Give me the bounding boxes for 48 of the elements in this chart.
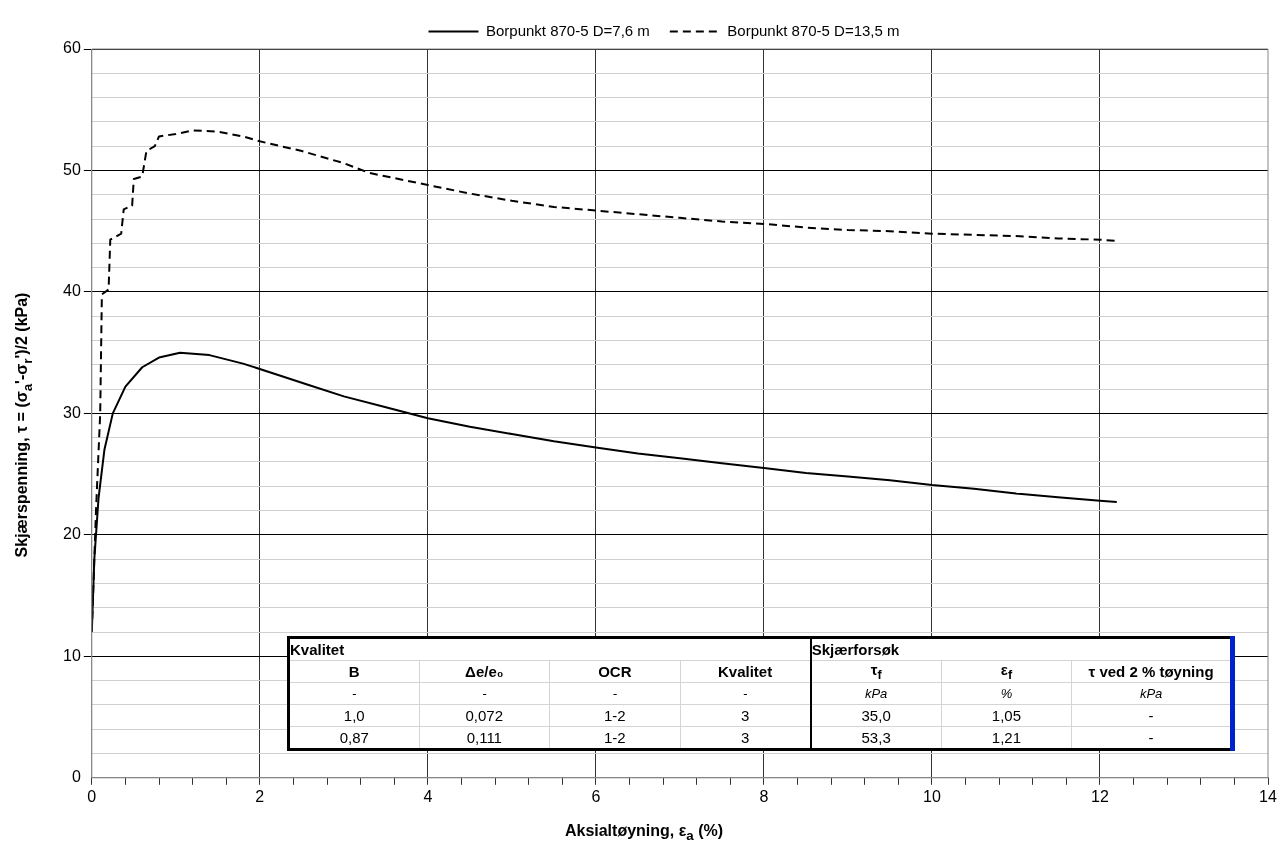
annotation: % bbox=[941, 682, 1072, 705]
y-tick-label: 20 bbox=[63, 525, 81, 543]
annotation: - bbox=[288, 682, 420, 705]
x-tick-label: 12 bbox=[1091, 787, 1109, 805]
x-tick-label: 14 bbox=[1259, 787, 1277, 805]
x-tick-label: 2 bbox=[255, 787, 265, 805]
x-tick-label: 0 bbox=[87, 787, 97, 805]
annotation: 1,05 bbox=[941, 704, 1072, 727]
legend-label: Borpunkt 870-5 D=7,6 m bbox=[485, 21, 650, 39]
annotation: τ ved 2 % tøyning bbox=[1071, 660, 1233, 683]
annotation: 0,111 bbox=[419, 726, 550, 750]
annotation: 1-2 bbox=[549, 704, 681, 727]
x-tick-label: 4 bbox=[423, 787, 433, 805]
x-axis-title: Aksialtøyning, ε$_{a}$ (%) bbox=[563, 822, 725, 844]
y-tick-label: 50 bbox=[63, 160, 81, 178]
y-tick-label: 60 bbox=[63, 39, 81, 57]
annotation: - bbox=[549, 682, 681, 705]
annotation: - bbox=[1071, 726, 1233, 750]
annotation: - bbox=[680, 682, 811, 705]
y-tick-label: 40 bbox=[63, 282, 81, 300]
annotation: 0,072 bbox=[419, 704, 550, 727]
annotation: - bbox=[1071, 704, 1233, 727]
annotation: ε$_{f}$ bbox=[941, 660, 1072, 683]
annotation: Kvalitet bbox=[289, 640, 346, 660]
annotation: τ$_{f}$ bbox=[810, 660, 942, 683]
annotation: 35,0 bbox=[810, 704, 942, 727]
annotation: kPa bbox=[810, 682, 942, 705]
x-tick-label: 10 bbox=[923, 787, 941, 805]
y-tick-label: 10 bbox=[63, 646, 81, 664]
annotation: B bbox=[288, 660, 420, 683]
annotation: 53,3 bbox=[810, 726, 942, 750]
annotation: Kvalitet bbox=[680, 660, 811, 683]
x-tick-label: 6 bbox=[591, 787, 601, 805]
annotation: 3 bbox=[680, 726, 811, 750]
y-tick-label: 0 bbox=[71, 768, 81, 786]
annotation: OCR bbox=[549, 660, 681, 683]
y-tick-label: 30 bbox=[63, 403, 81, 421]
annotation: 3 bbox=[680, 704, 811, 727]
annotation: Skjærforsøk bbox=[810, 637, 1233, 661]
annotation: - bbox=[419, 682, 550, 705]
annotation: Δe/e₀ bbox=[419, 660, 550, 683]
annotation: 1,21 bbox=[941, 726, 1072, 750]
annotation: 1-2 bbox=[549, 726, 681, 750]
annotation: kPa bbox=[1071, 682, 1233, 705]
annotation: 0,87 bbox=[288, 726, 420, 750]
legend-label: Borpunkt 870-5 D=13,5 m bbox=[727, 21, 900, 39]
annotation: 1,0 bbox=[288, 704, 420, 727]
x-tick-label: 8 bbox=[759, 787, 769, 805]
